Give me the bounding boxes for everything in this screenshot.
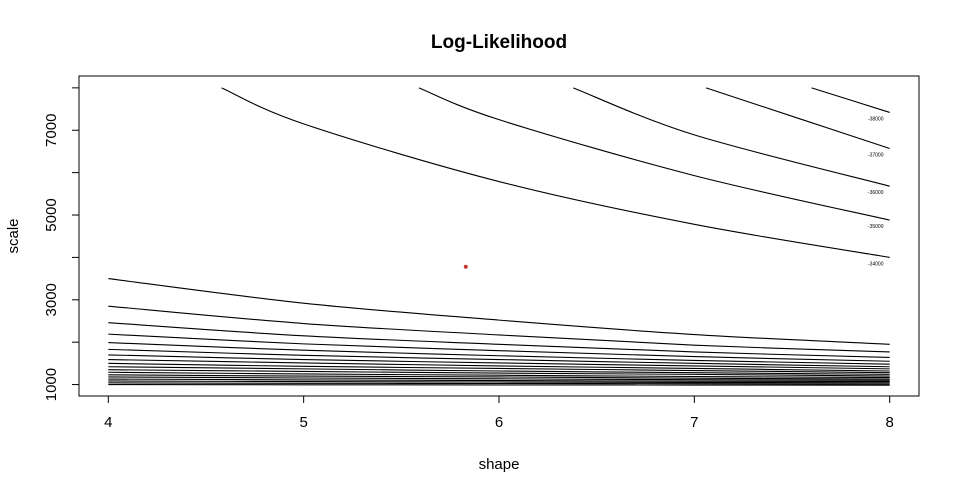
contour-line [108,278,890,345]
contour-label: -34000 [868,261,884,267]
y-axis: 1000 3000 5000 7000 [43,87,80,401]
contour-line [705,87,890,150]
y-tick-label: 1000 [43,368,60,401]
contour-label: -38000 [868,116,884,122]
contour-label-bg [865,190,886,197]
contour-line [108,382,890,385]
contour-line [108,305,890,353]
contour-line [108,371,890,379]
contour-line [108,374,890,380]
contour-label-bg [865,116,886,123]
y-tick-label: 5000 [43,198,60,231]
y-tick-label: 3000 [43,283,60,316]
contour-label-bg [865,152,886,159]
x-tick-label: 6 [495,414,503,431]
contour-line [108,366,890,375]
x-tick-label: 4 [104,414,112,431]
contour-label: -37000 [868,152,884,158]
maximum-point-layer [463,264,468,269]
contour-line [108,359,890,372]
contour-label-bg [865,224,886,231]
contour-line [811,87,890,113]
contour-line [108,369,890,377]
y-tick-label: 7000 [43,114,60,147]
contour-line [108,354,890,370]
contour-line [108,333,890,362]
contour-line [418,87,890,221]
contour-line [108,378,890,383]
chart-title: Log-Likelihood [431,32,567,53]
contour-line [108,376,890,381]
x-tick-label: 8 [886,414,894,431]
contour-line [221,87,890,258]
plot-box [78,75,920,397]
contour-label: -35000 [868,224,884,230]
contour-line [108,322,890,358]
x-axis-label: shape [479,456,520,473]
x-tick-label: 7 [690,414,698,431]
contour-line [108,348,890,368]
contour-line [108,380,890,384]
y-axis-label: scale [5,218,22,253]
contour-lines: -38000 -37000 -36000 -35000 -34000 [108,87,890,386]
contour-line [573,87,890,187]
contour-line [108,384,890,386]
contour-label-bg [865,261,886,268]
contour-label: -36000 [868,190,884,196]
x-axis: 4 5 6 7 8 [104,395,894,431]
x-tick-label: 5 [299,414,307,431]
contour-line [108,362,890,374]
maximum-point-marker [463,264,468,269]
contour-line [108,342,890,365]
